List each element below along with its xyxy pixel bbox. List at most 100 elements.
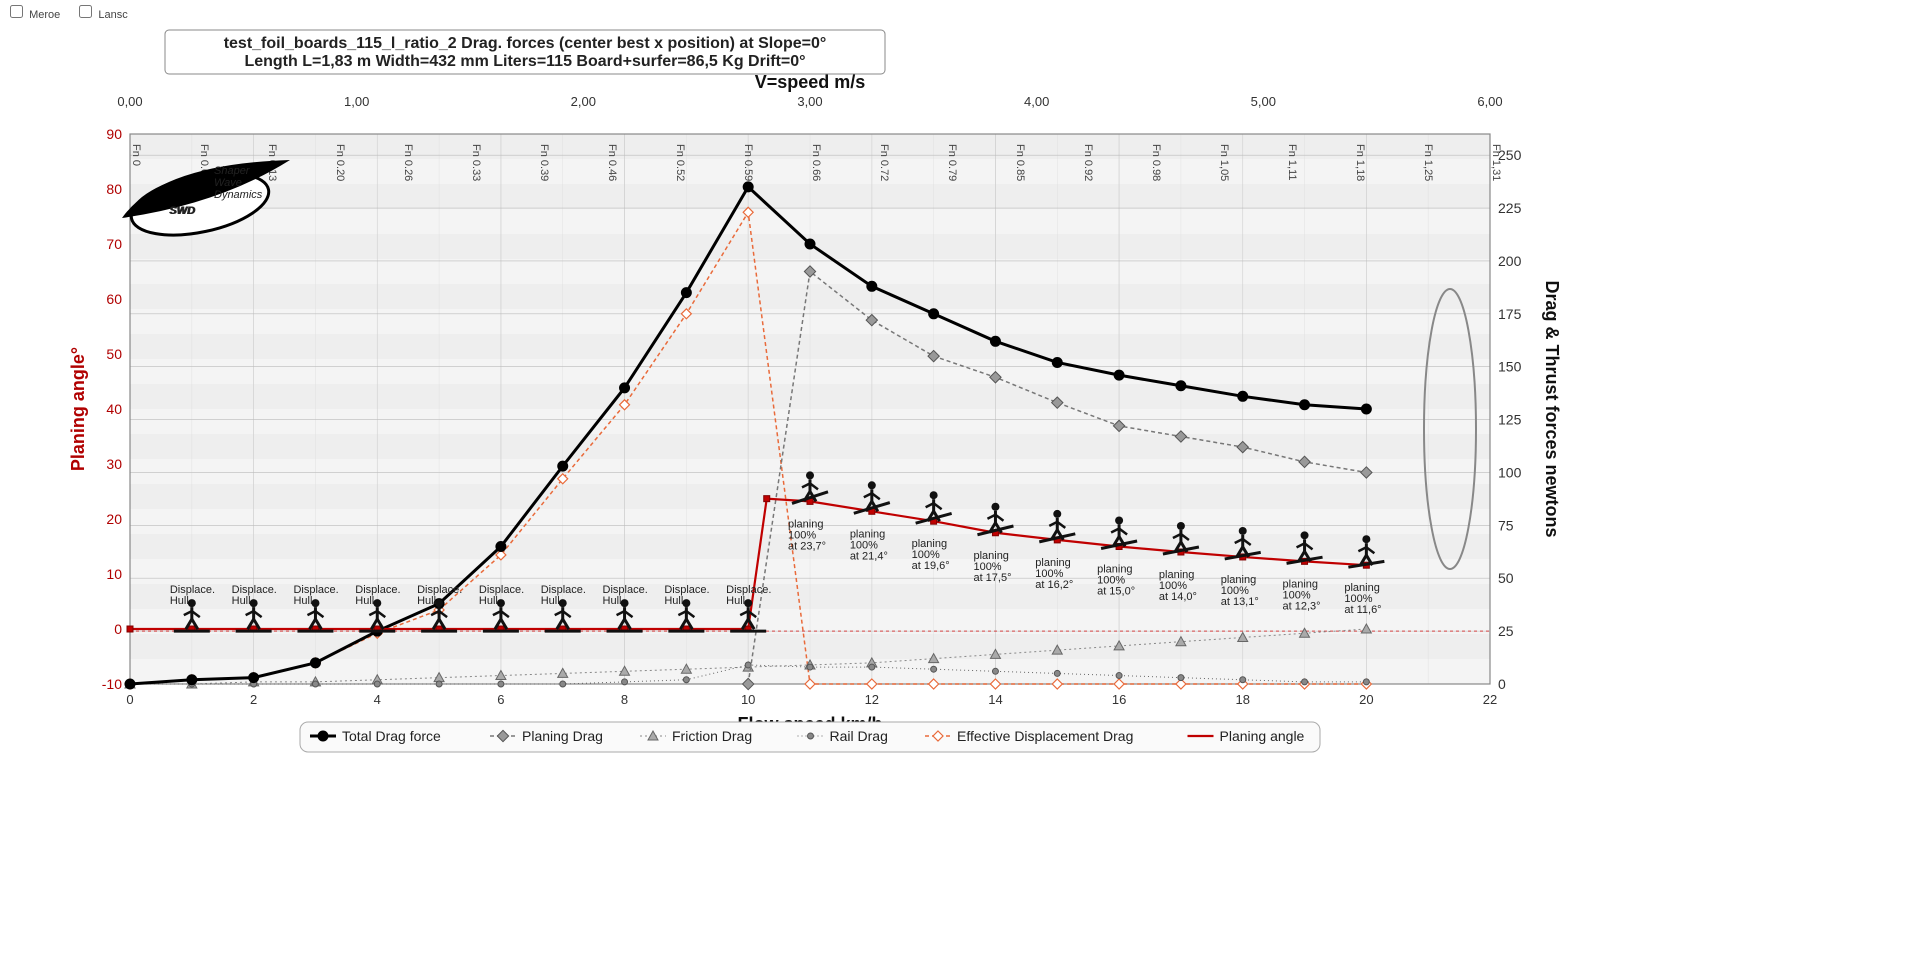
svg-text:1,00: 1,00	[344, 94, 369, 109]
svg-text:14: 14	[988, 692, 1002, 707]
checkbox-lansc-label: Lansc	[98, 9, 127, 21]
svg-text:Fn 1,11: Fn 1,11	[1286, 144, 1298, 181]
svg-text:6,00: 6,00	[1477, 94, 1502, 109]
svg-text:Wave: Wave	[214, 177, 242, 189]
svg-text:at 15,0°: at 15,0°	[1097, 586, 1135, 598]
svg-text:22: 22	[1483, 692, 1497, 707]
svg-text:80: 80	[106, 181, 122, 197]
drag-force-chart: 0246810121416182022025507510012515017520…	[60, 24, 1560, 774]
svg-text:175: 175	[1498, 306, 1522, 322]
svg-text:0: 0	[114, 621, 122, 637]
svg-text:225: 225	[1498, 200, 1522, 216]
svg-text:Fn 0.72: Fn 0.72	[878, 144, 890, 181]
svg-text:0: 0	[126, 692, 133, 707]
svg-text:Hull: Hull	[355, 595, 374, 607]
svg-text:25: 25	[1498, 623, 1514, 639]
svg-text:Fn 1,05: Fn 1,05	[1218, 144, 1230, 181]
svg-text:Dynamics: Dynamics	[214, 189, 263, 201]
svg-text:12: 12	[865, 692, 879, 707]
svg-text:10: 10	[106, 566, 122, 582]
svg-text:at 16,2°: at 16,2°	[1035, 579, 1073, 591]
svg-text:-10: -10	[102, 676, 122, 692]
svg-text:Effective Displacement Drag: Effective Displacement Drag	[957, 728, 1133, 744]
view-mode-checkboxes: Meroe Lansc	[6, 2, 140, 21]
checkbox-meroe-label: Meroe	[29, 9, 60, 21]
svg-text:Fn 0.98: Fn 0.98	[1150, 144, 1162, 181]
svg-text:Hull: Hull	[541, 595, 560, 607]
svg-text:Fn 0.39: Fn 0.39	[538, 144, 550, 181]
svg-text:2: 2	[250, 692, 257, 707]
svg-text:Hull: Hull	[664, 595, 683, 607]
svg-text:150: 150	[1498, 359, 1522, 375]
svg-text:Hull: Hull	[417, 595, 436, 607]
svg-text:0: 0	[1498, 676, 1506, 692]
svg-text:Fn 0.46: Fn 0.46	[606, 144, 618, 181]
svg-text:18: 18	[1235, 692, 1249, 707]
svg-text:20: 20	[106, 511, 122, 527]
svg-text:75: 75	[1498, 517, 1514, 533]
svg-text:20: 20	[1359, 692, 1373, 707]
svg-text:70: 70	[106, 236, 122, 252]
svg-text:Rail Drag: Rail Drag	[830, 728, 888, 744]
svg-text:Drag & Thrust forces newtons: Drag & Thrust forces newtons	[1542, 280, 1560, 537]
svg-text:5,00: 5,00	[1251, 94, 1276, 109]
svg-text:Planing angle°: Planing angle°	[68, 347, 88, 471]
svg-text:100: 100	[1498, 464, 1522, 480]
svg-text:Fn 1,25: Fn 1,25	[1422, 144, 1434, 181]
svg-text:3,00: 3,00	[797, 94, 822, 109]
svg-text:at 12,3°: at 12,3°	[1283, 600, 1321, 612]
svg-text:SWD: SWD	[169, 205, 195, 217]
svg-text:16: 16	[1112, 692, 1126, 707]
checkbox-lansc[interactable]: Lansc	[75, 9, 127, 21]
svg-text:Planing angle: Planing angle	[1220, 728, 1305, 744]
svg-text:Fn 1,18: Fn 1,18	[1354, 144, 1366, 181]
svg-text:at 19,6°: at 19,6°	[912, 560, 950, 572]
svg-text:2,00: 2,00	[571, 94, 596, 109]
svg-text:8: 8	[621, 692, 628, 707]
svg-text:10: 10	[741, 692, 755, 707]
svg-text:Hull: Hull	[232, 595, 251, 607]
svg-text:Total Drag force: Total Drag force	[342, 728, 441, 744]
svg-text:Fn 0.20: Fn 0.20	[334, 144, 346, 181]
svg-text:4,00: 4,00	[1024, 94, 1049, 109]
svg-text:Hull: Hull	[479, 595, 498, 607]
svg-text:Hull: Hull	[293, 595, 312, 607]
svg-text:0,00: 0,00	[117, 94, 142, 109]
svg-text:90: 90	[106, 126, 122, 142]
svg-text:Planing Drag: Planing Drag	[522, 728, 603, 744]
checkbox-meroe[interactable]: Meroe	[6, 9, 60, 21]
svg-text:Fn 0.85: Fn 0.85	[1014, 144, 1026, 181]
svg-text:Shaper: Shaper	[214, 165, 251, 177]
svg-text:Fn 0.52: Fn 0.52	[674, 144, 686, 181]
svg-text:Fn 1,31: Fn 1,31	[1490, 144, 1502, 181]
svg-text:Fn 0.33: Fn 0.33	[470, 144, 482, 181]
svg-text:at 23,7°: at 23,7°	[788, 540, 826, 552]
svg-text:at 14,0°: at 14,0°	[1159, 591, 1197, 603]
svg-text:at 21,4°: at 21,4°	[850, 550, 888, 562]
svg-text:Fn 0.66: Fn 0.66	[810, 144, 822, 181]
svg-text:Hull: Hull	[170, 595, 189, 607]
svg-text:V=speed m/s: V=speed m/s	[755, 72, 866, 92]
svg-text:at 13,1°: at 13,1°	[1221, 596, 1259, 608]
svg-text:30: 30	[106, 456, 122, 472]
svg-text:50: 50	[1498, 570, 1514, 586]
svg-text:125: 125	[1498, 412, 1522, 428]
svg-text:Fn 0.59: Fn 0.59	[742, 144, 754, 181]
svg-text:Fn 0.79: Fn 0.79	[946, 144, 958, 181]
svg-text:Friction Drag: Friction Drag	[672, 728, 752, 744]
svg-text:60: 60	[106, 291, 122, 307]
svg-text:50: 50	[106, 346, 122, 362]
svg-text:Length L=1,83 m Width=432 mm L: Length L=1,83 m Width=432 mm Liters=115 …	[244, 53, 805, 70]
svg-text:40: 40	[106, 401, 122, 417]
svg-text:4: 4	[374, 692, 381, 707]
svg-text:at 17,5°: at 17,5°	[973, 572, 1011, 584]
svg-text:Fn 0.92: Fn 0.92	[1082, 144, 1094, 181]
svg-text:Hull: Hull	[726, 595, 745, 607]
svg-text:Hull: Hull	[603, 595, 622, 607]
svg-text:Fn 0: Fn 0	[130, 144, 142, 166]
svg-text:200: 200	[1498, 253, 1522, 269]
svg-text:6: 6	[497, 692, 504, 707]
svg-text:Fn 0.26: Fn 0.26	[402, 144, 414, 181]
svg-text:test_foil_boards_115_l_ratio_2: test_foil_boards_115_l_ratio_2 Drag. for…	[224, 35, 827, 52]
svg-text:at 11,6°: at 11,6°	[1344, 604, 1381, 616]
